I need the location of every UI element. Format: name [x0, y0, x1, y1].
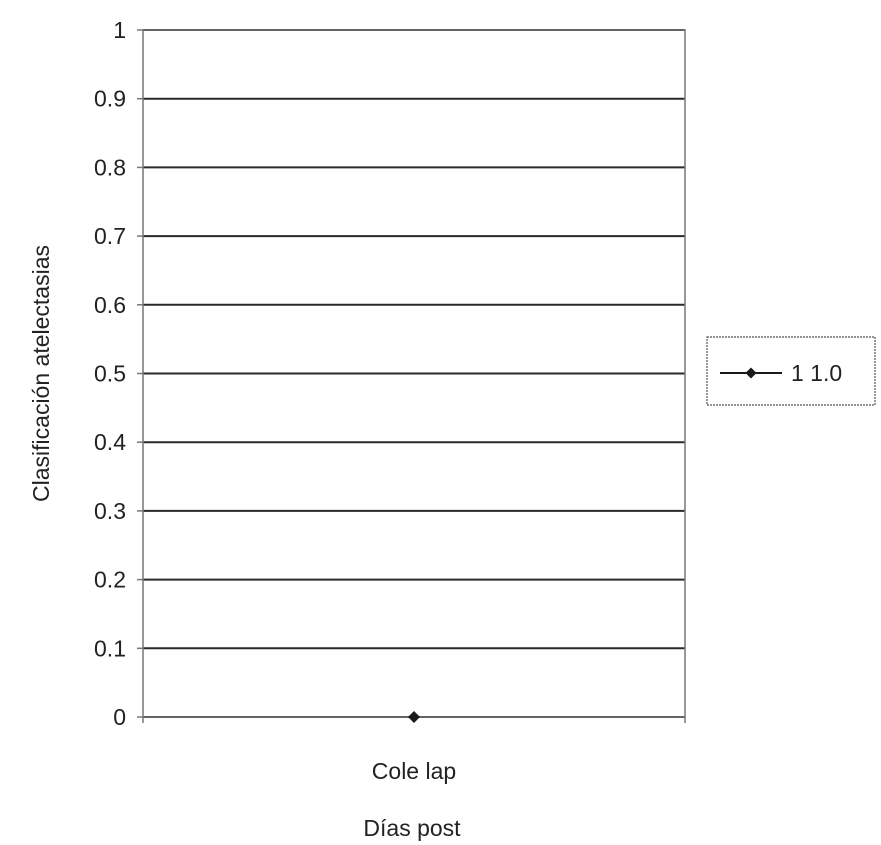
- legend: 1 1.0: [706, 336, 876, 406]
- y-tick-label-0-7: 0.7: [94, 223, 126, 249]
- y-tick-label-0-9: 0.9: [94, 86, 126, 112]
- y-tick-label-0-6: 0.6: [94, 292, 126, 318]
- y-tick-label-0: 0: [113, 704, 126, 730]
- y-tick-label-0-1: 0.1: [94, 635, 126, 661]
- x-tick-label-1: Cole lap: [372, 758, 456, 784]
- y-axis: 0 0.1 0.2 0.3 0.4 0.5 0.6 0.7 0.8 0.9 1: [94, 17, 143, 730]
- y-tick-label-0-2: 0.2: [94, 567, 126, 593]
- x-axis: Cole lap: [142, 717, 686, 784]
- legend-series-label: 1 1.0: [791, 360, 842, 386]
- y-tick-label-0-8: 0.8: [94, 154, 126, 180]
- y-tick-label-1: 1: [113, 17, 126, 43]
- series: [408, 711, 420, 723]
- legend-series-marker: [745, 367, 757, 379]
- y-tick-label-0-5: 0.5: [94, 361, 126, 387]
- gridlines: [143, 29, 685, 718]
- x-axis-title: Días post: [363, 815, 461, 841]
- legend-box: [706, 336, 876, 406]
- y-axis-title: Clasificación atelectasias: [28, 245, 54, 502]
- y-tick-label-0-3: 0.3: [94, 498, 126, 524]
- y-tick-label-0-4: 0.4: [94, 429, 126, 455]
- data-point-1-1: [408, 711, 420, 723]
